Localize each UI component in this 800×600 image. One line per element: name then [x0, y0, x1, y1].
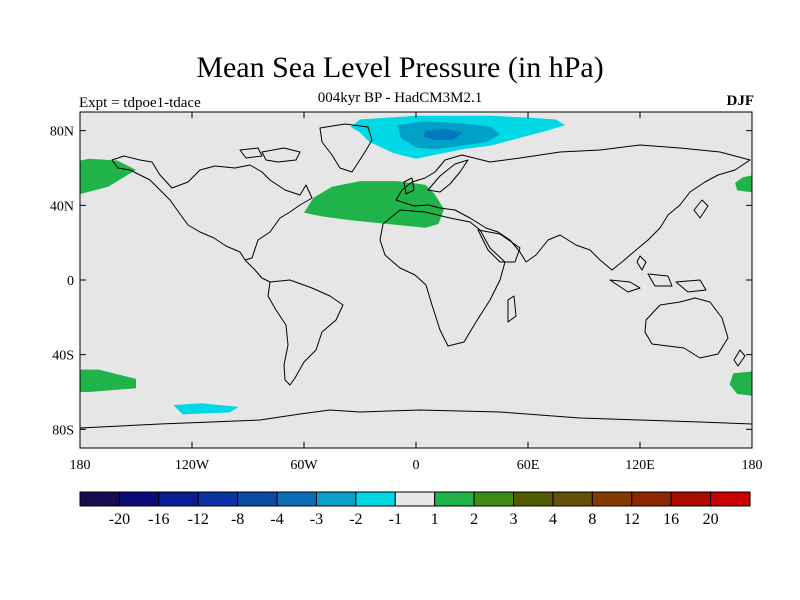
lat-tick-label: 40N: [50, 199, 74, 214]
coastline-scandinavia: [427, 159, 469, 193]
legend-swatch: [631, 491, 672, 507]
coastline-new-zealand: [733, 349, 746, 367]
legend-swatch: [197, 491, 239, 507]
coastline-australia: [644, 297, 729, 359]
coastline-eurasia: [395, 144, 751, 271]
region-southern-ocean-high-west: [80, 369, 136, 392]
legend-label: -4: [270, 511, 283, 528]
legend-label: 12: [624, 511, 640, 528]
legend-swatch: [670, 491, 712, 507]
legend-label: 20: [703, 511, 719, 528]
region-arctic-core-low: [423, 128, 463, 140]
region-north-pacific-high: [80, 158, 136, 195]
coastline-greenland: [319, 123, 373, 173]
coastline-central-america: [244, 259, 271, 283]
coastline-arctic-islands: [239, 147, 301, 163]
region-northwest-pacific-high: [735, 175, 752, 193]
coastline-north-america: [111, 155, 313, 261]
legend-swatch: [513, 491, 554, 507]
lat-tick-label: 40S: [52, 349, 74, 364]
coastline-antarctica: [79, 409, 753, 429]
legend-label: 4: [549, 511, 557, 528]
legend-label: 8: [588, 511, 596, 528]
region-southeast-pacific-low: [173, 403, 239, 415]
page-subtitle: 004kyr BP - HadCM3M2.1: [317, 90, 483, 106]
region-southern-ocean-high-east: [729, 371, 752, 396]
lat-tick-label: 80N: [50, 125, 74, 140]
lat-tick-label: 0: [67, 274, 74, 289]
season-label: DJF: [726, 93, 755, 109]
legend-swatch: [237, 491, 278, 507]
experiment-label: Expt = tdpoe1-tdace: [79, 95, 201, 111]
legend-label: 2: [470, 511, 478, 528]
coastline-british-isles: [403, 177, 415, 195]
legend-swatch: [79, 491, 120, 507]
legend-swatch: [158, 491, 199, 507]
color-legend: -20 -16 -12 -8 -4 -3 -2 -1 1 2 3 4 8 12 16 20: [79, 491, 751, 528]
lat-tick-label: 80S: [52, 423, 74, 438]
legend-swatch: [118, 491, 160, 507]
coastline-arabia: [477, 229, 521, 263]
lon-tick-label: 60W: [290, 458, 318, 473]
coastline-south-america: [267, 279, 344, 386]
legend-label: -3: [310, 511, 323, 528]
legend-label: 16: [663, 511, 679, 528]
legend-swatch: [552, 491, 593, 507]
legend-label: -2: [349, 511, 362, 528]
legend-swatch: [355, 491, 396, 507]
legend-swatch: [473, 491, 515, 507]
map-background: [80, 112, 752, 448]
legend-label: -8: [231, 511, 244, 528]
coastlines: [79, 123, 753, 429]
legend-label: -20: [109, 511, 130, 528]
coastline-maritime-asia: [609, 255, 707, 293]
map-panel: 80N 40N 0 40S 80S 180 120W 60W 0 60E 120E 180: [50, 111, 763, 473]
coastline-madagascar: [507, 295, 517, 323]
legend-swatch: [394, 491, 436, 507]
legend-label: 3: [510, 511, 518, 528]
latitude-axis: 80N 40N 0 40S 80S: [50, 125, 752, 438]
legend-swatch: [315, 491, 357, 507]
lon-tick-label: 0: [413, 458, 420, 473]
legend-label: -16: [148, 511, 169, 528]
legend-label: -1: [389, 511, 402, 528]
legend-label: -12: [188, 511, 209, 528]
lon-tick-label: 180: [70, 458, 91, 473]
lon-tick-label: 120W: [175, 458, 210, 473]
coastline-japan: [693, 199, 709, 219]
page-title: Mean Sea Level Pressure (in hPa): [196, 51, 604, 84]
legend-swatch: [276, 491, 317, 507]
lon-tick-label: 180: [742, 458, 763, 473]
coastline-africa: [379, 209, 506, 347]
lon-tick-label: 120E: [625, 458, 655, 473]
lon-tick-label: 60E: [517, 458, 540, 473]
longitude-axis: 180 120W 60W 0 60E 120E 180: [70, 112, 763, 473]
legend-label: 1: [431, 511, 439, 528]
legend-swatch: [591, 491, 633, 507]
legend-swatch: [710, 491, 751, 507]
legend-swatch: [434, 491, 475, 507]
